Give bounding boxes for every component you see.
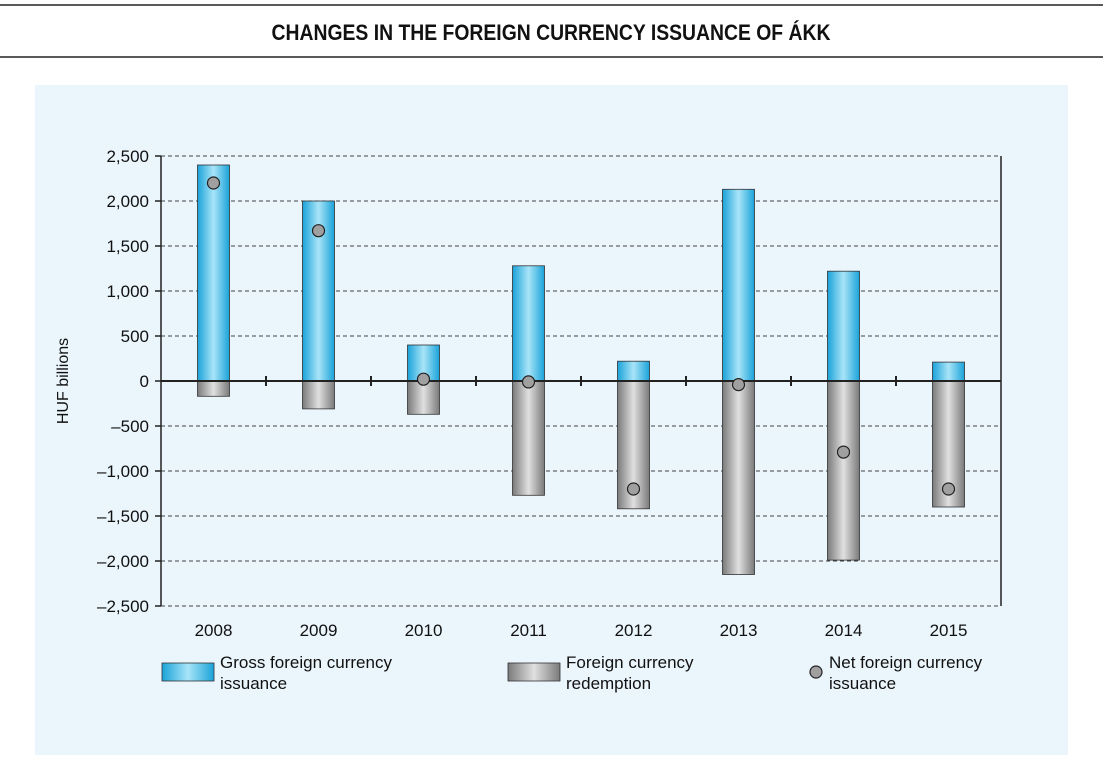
chart-title: CHANGES IN THE FOREIGN CURRENCY ISSUANCE…	[272, 21, 831, 45]
point	[206, 176, 221, 190]
bar	[407, 380, 440, 415]
bar	[512, 265, 545, 382]
y-tick-label: –2,500	[97, 597, 149, 616]
legend-swatch	[161, 662, 215, 682]
legend-label: Net foreign currency issuance	[829, 653, 983, 693]
y-tick-label: 2,500	[106, 147, 149, 166]
x-tick-label: 2009	[300, 621, 338, 640]
legend-swatch	[809, 665, 823, 679]
point	[626, 482, 641, 496]
y-tick-label: –1,000	[97, 462, 149, 481]
point	[416, 372, 431, 386]
x-tick-label: 2012	[615, 621, 653, 640]
legend-label: Foreign currency redemption	[566, 653, 694, 693]
y-tick-label: –500	[111, 417, 149, 436]
point	[731, 378, 746, 392]
legend-swatch	[507, 662, 561, 682]
x-tick-label: 2010	[405, 621, 443, 640]
bar	[827, 270, 860, 382]
bar	[932, 361, 965, 382]
point	[941, 482, 956, 496]
bar	[827, 380, 860, 561]
point	[311, 224, 326, 238]
bar	[722, 380, 755, 575]
y-tick-label: 0	[140, 372, 149, 391]
y-tick-label: 1,000	[106, 282, 149, 301]
bar	[512, 380, 545, 496]
bar	[617, 360, 650, 382]
legend-label: Gross foreign currency issuance	[220, 653, 392, 693]
y-axis-label: HUF billions	[55, 338, 72, 424]
x-tick-label: 2015	[930, 621, 968, 640]
bar	[197, 164, 230, 382]
y-tick-label: 500	[121, 327, 149, 346]
bar	[302, 380, 335, 410]
point	[521, 375, 536, 389]
x-tick-label: 2008	[195, 621, 233, 640]
y-tick-label: 2,000	[106, 192, 149, 211]
point	[836, 445, 851, 459]
x-tick-label: 2011	[510, 621, 547, 640]
y-tick-label: 1,500	[106, 237, 149, 256]
x-tick-label: 2014	[825, 621, 863, 640]
y-tick-label: –1,500	[97, 507, 149, 526]
bar	[722, 188, 755, 382]
x-tick-label: 2013	[720, 621, 758, 640]
y-tick-label: –2,000	[97, 552, 149, 571]
bar	[197, 380, 230, 397]
